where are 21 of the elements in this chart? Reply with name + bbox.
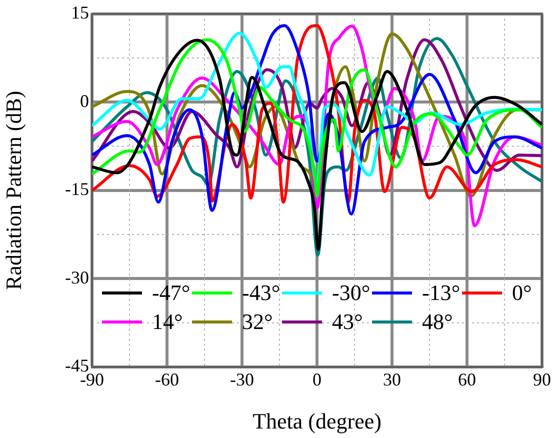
legend-label: -13°	[422, 280, 460, 305]
x-tick-label: -60	[155, 370, 179, 390]
x-tick-label: 30	[383, 370, 401, 390]
y-tick-label: 15	[71, 2, 89, 23]
legend-label: 32°	[242, 308, 273, 334]
y-axis-title: Radiation Pattern (dB)	[0, 90, 26, 290]
x-tick-label: 90	[533, 370, 551, 390]
legend-label: 48°	[422, 308, 453, 334]
y-tick-label: 0	[80, 90, 89, 111]
x-tick-label: -30	[230, 370, 254, 390]
legend-label: 43°	[332, 308, 363, 334]
legend-label: -43°	[242, 280, 280, 305]
legend-label: 14°	[152, 308, 183, 334]
legend-label: -47°	[152, 280, 190, 305]
x-tick-label: 0	[312, 370, 322, 390]
y-tick-label: -15	[65, 179, 89, 200]
x-tick-label: 60	[458, 370, 476, 390]
x-axis-title: Theta (degree)	[252, 408, 382, 434]
y-tick-label: -30	[65, 267, 89, 288]
legend-label: -30°	[332, 280, 370, 305]
legend-label: 0°	[512, 280, 532, 305]
